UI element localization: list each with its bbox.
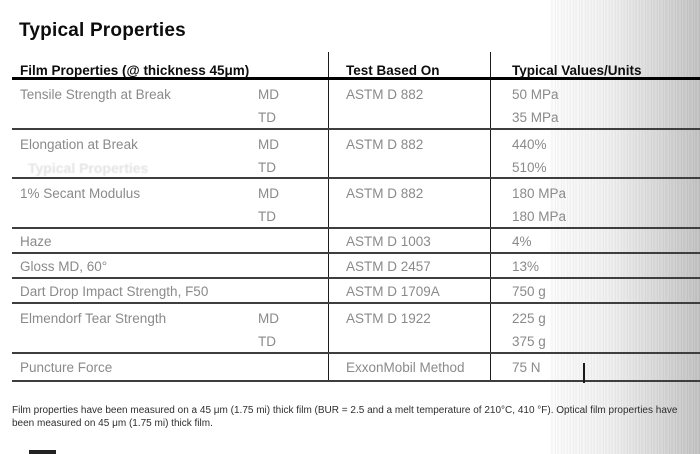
table-row-secant-modulus: 1% Secant Modulus MD TD ASTM D 882 180 M… <box>12 179 700 229</box>
property-label: Elmendorf Tear Strength <box>20 311 167 326</box>
page-title: Typical Properties <box>19 20 186 41</box>
test-method: ASTM D 2457 <box>328 254 490 277</box>
table-row-elmendorf-tear: Elmendorf Tear Strength MD TD ASTM D 192… <box>12 304 700 354</box>
test-method: ASTM D 1709A <box>328 279 490 302</box>
value-cell: 180 MPa 180 MPa <box>490 179 700 227</box>
value-cell: 50 MPa 35 MPa <box>490 80 700 128</box>
test-method: ASTM D 882 <box>328 80 490 128</box>
value-td: 180 MPa <box>512 209 567 224</box>
test-method: ASTM D 1003 <box>328 229 490 252</box>
property-label: Elongation at Break <box>20 137 138 152</box>
header-typical-values: Typical Values/Units <box>490 52 700 78</box>
footnote-text: Film properties have been measured on a … <box>12 405 678 429</box>
value-td: 510% <box>512 160 547 175</box>
direction-md: MD <box>258 311 279 326</box>
direction-labels: MD TD <box>258 133 328 177</box>
value-cell: 225 g 375 g <box>490 304 700 352</box>
property-label: Haze <box>20 234 52 249</box>
property-label: Puncture Force <box>20 360 113 375</box>
value-cell: 13% <box>490 254 700 277</box>
table-row-gloss: Gloss MD, 60° ASTM D 2457 13% <box>12 254 700 279</box>
table-row-dart-drop: Dart Drop Impact Strength, F50 ASTM D 17… <box>12 279 700 304</box>
property-label: Tensile Strength at Break <box>20 87 171 102</box>
test-method: ASTM D 882 <box>328 179 490 227</box>
value-td: 375 g <box>512 334 546 349</box>
table-header-row: Film Properties (@ thickness 45μm) Test … <box>12 52 700 80</box>
text-cursor <box>583 363 585 383</box>
value-md: 180 MPa <box>512 186 567 201</box>
property-label: 1% Secant Modulus <box>20 186 141 201</box>
header-film-properties: Film Properties (@ thickness 45μm) <box>12 52 328 78</box>
puncture-force-value-field[interactable]: 75 N <box>490 354 700 380</box>
value-cell: 750 g <box>490 279 700 302</box>
header-film-properties-label: Film Properties (@ thickness 45μm) <box>20 63 250 78</box>
direction-td: TD <box>258 160 276 175</box>
test-method: ASTM D 882 <box>328 130 490 177</box>
direction-labels: MD TD <box>258 83 328 128</box>
property-label: Gloss MD, 60° <box>20 259 108 274</box>
table-row-puncture-force: Puncture Force ExxonMobil Method 75 N <box>12 354 700 382</box>
property-label: Dart Drop Impact Strength, F50 <box>20 284 209 299</box>
table-row-haze: Haze ASTM D 1003 4% <box>12 229 700 254</box>
test-method: ExxonMobil Method <box>328 354 490 380</box>
table-row-tensile-strength: Tensile Strength at Break MD TD ASTM D 8… <box>12 80 700 130</box>
direction-md: MD <box>258 186 279 201</box>
direction-td: TD <box>258 110 276 125</box>
ghost-watermark-text: Typical Properties <box>28 160 149 176</box>
value-md: 50 MPa <box>512 87 559 102</box>
direction-labels: MD TD <box>258 182 328 227</box>
direction-md: MD <box>258 137 279 152</box>
direction-td: TD <box>258 334 276 349</box>
value-md: 440% <box>512 137 547 152</box>
value-cell: 440% 510% <box>490 130 700 177</box>
logo-fragment <box>29 450 56 454</box>
value-md: 225 g <box>512 311 546 326</box>
value-td: 35 MPa <box>512 110 559 125</box>
properties-table: Film Properties (@ thickness 45μm) Test … <box>12 52 700 382</box>
direction-labels: MD TD <box>258 307 328 352</box>
test-method: ASTM D 1922 <box>328 304 490 352</box>
table-row-elongation: Elongation at Break MD TD ASTM D 882 440… <box>12 130 700 179</box>
value-cell: 4% <box>490 229 700 252</box>
direction-md: MD <box>258 87 279 102</box>
direction-td: TD <box>258 209 276 224</box>
header-test-based-on: Test Based On <box>328 52 490 78</box>
